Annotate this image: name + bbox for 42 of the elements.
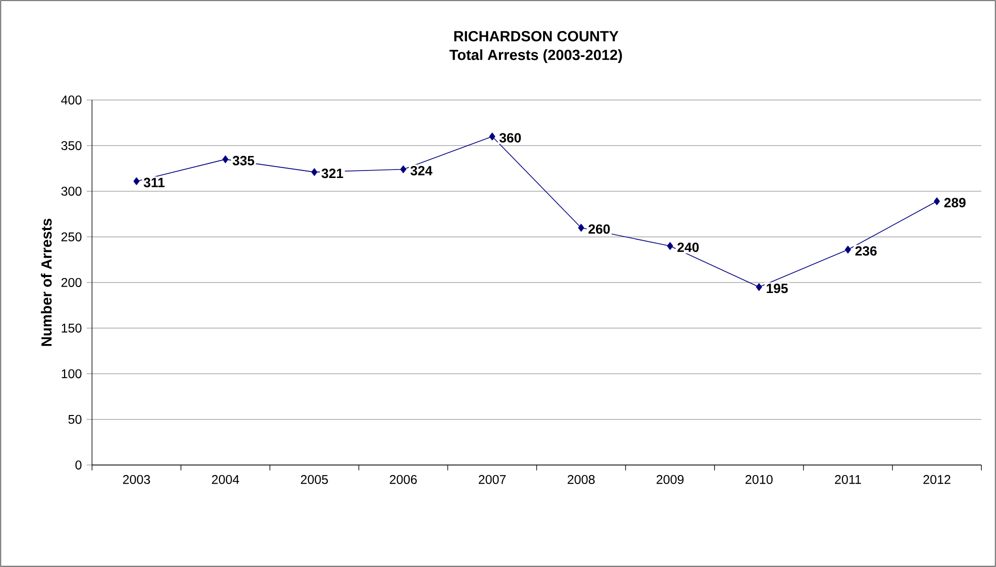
- x-tick-label: 2012: [923, 475, 950, 484]
- data-label: 311: [144, 178, 165, 188]
- x-tick-label: 2005: [300, 475, 328, 484]
- x-tick-label: 2009: [656, 475, 684, 484]
- point: [578, 224, 584, 232]
- y-tick-label: 50: [68, 414, 82, 424]
- y-tick-label: 200: [61, 278, 82, 287]
- data-label: 289: [944, 198, 966, 208]
- data-label: 195: [766, 284, 788, 294]
- data-label: 324: [410, 166, 432, 176]
- point: [844, 246, 851, 254]
- x-tick-label: 2006: [390, 475, 417, 484]
- data-label: 236: [855, 246, 877, 256]
- y-tick-label: 300: [61, 186, 82, 196]
- point: [311, 168, 318, 176]
- x-tick-label: 2003: [123, 475, 150, 484]
- x-tick-label: 2011: [834, 475, 861, 484]
- y-tick-label: 100: [62, 369, 82, 378]
- data-label: 240: [677, 242, 699, 252]
- x-tick-label: 2008: [568, 475, 595, 484]
- y-tick-label: 250: [61, 232, 82, 242]
- y-tick-label: 0: [75, 460, 82, 470]
- point: [222, 155, 228, 164]
- data-label: 360: [499, 133, 521, 143]
- x-tick-label: 2004: [212, 475, 240, 484]
- data-label: 260: [588, 224, 610, 234]
- y-axis-title: Number of Arrests: [40, 218, 52, 346]
- chart-title: RICHARDSON COUNTY: [454, 31, 618, 42]
- x-tick-label: 2010: [746, 475, 773, 484]
- data-label: 321: [322, 168, 344, 178]
- y-tick-label: 350: [61, 141, 82, 150]
- point: [133, 177, 140, 186]
- chart-subtitle: Total Arrests (2003-2012): [449, 49, 622, 63]
- x-tick-label: 2007: [478, 475, 506, 484]
- point: [756, 283, 762, 291]
- point: [489, 132, 496, 140]
- point: [667, 242, 674, 250]
- y-tick-label: 150: [62, 324, 82, 333]
- point: [400, 165, 406, 174]
- point: [934, 197, 940, 206]
- data-label: 335: [232, 156, 254, 166]
- y-tick-label: 400: [61, 96, 82, 104]
